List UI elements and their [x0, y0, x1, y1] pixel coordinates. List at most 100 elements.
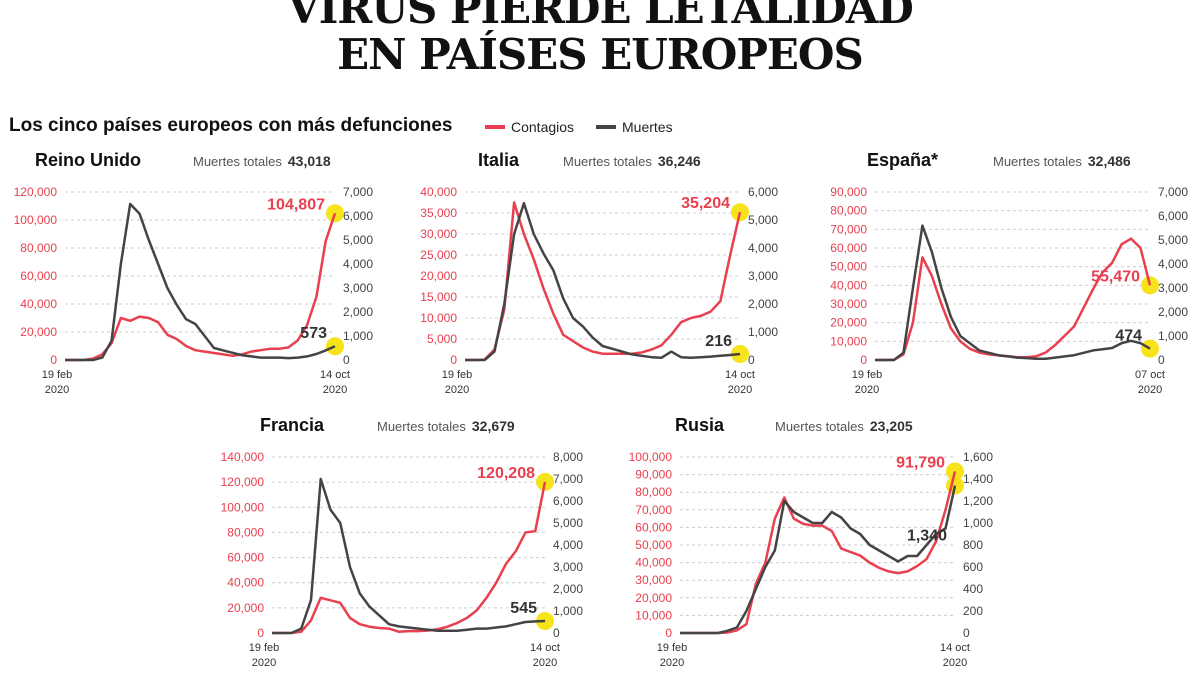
right-tick-label: 3,000	[748, 269, 778, 283]
total-deaths: Muertes totales 32,486	[993, 153, 1131, 169]
chart-rusia: Rusia Muertes totales 23,205 0 10,000 20,000 3…	[615, 415, 994, 669]
x-end-label: 14 oct	[940, 642, 970, 654]
right-tick-label: 5,000	[343, 233, 373, 247]
chart-svg: 0 10,000 20,000 30,000 40,000 50,000 60,000 70,…	[629, 450, 994, 669]
left-tick-label: 60,000	[830, 241, 867, 255]
x-end-label: 14 oct	[530, 642, 560, 654]
legend-muertes: Muertes	[596, 119, 673, 135]
right-tick-label: 1,000	[553, 604, 583, 618]
left-tick-label: 20,000	[635, 591, 672, 605]
left-tick-label: 40,000	[420, 185, 457, 199]
muertes-line	[65, 202, 336, 362]
left-tick-label: 35,000	[420, 206, 457, 220]
left-tick-label: 40,000	[227, 576, 264, 590]
right-tick-label: 1,600	[963, 450, 993, 464]
contagios-line	[65, 212, 337, 362]
right-tick-label: 3,000	[553, 560, 583, 574]
x-end-label: 07 oct	[1135, 369, 1165, 381]
x-end-label: 14 oct	[320, 369, 350, 381]
x-end-label: 2020	[533, 657, 557, 669]
left-tick-label: 140,000	[221, 450, 265, 464]
x-end-label: 2020	[323, 384, 347, 396]
left-tick-label: 15,000	[420, 290, 457, 304]
x-end-label: 2020	[943, 657, 967, 669]
left-tick-label: 0	[665, 626, 672, 640]
x-end-label: 14 oct	[725, 369, 755, 381]
right-tick-label: 600	[963, 560, 983, 574]
right-tick-label: 6,000	[343, 209, 373, 223]
left-tick-label: 30,000	[635, 573, 672, 587]
callout-muertes: 573	[300, 325, 327, 342]
callout-muertes: 216	[705, 333, 732, 350]
callout-contagios: 104,807	[267, 196, 325, 213]
headline-line-2: EN PAÍSES EUROPEOS	[337, 30, 864, 79]
right-tick-label: 6,000	[553, 494, 583, 508]
total-deaths: Muertes totales 23,205	[775, 418, 913, 434]
left-tick-label: 50,000	[830, 260, 867, 274]
left-tick-label: 70,000	[635, 503, 672, 517]
chart-title: Reino Unido	[35, 150, 141, 170]
right-tick-label: 5,000	[748, 213, 778, 227]
total-label: Muertes totales	[193, 154, 282, 169]
total-value: 43,018	[287, 153, 331, 169]
right-tick-label: 8,000	[553, 450, 583, 464]
right-tick-label: 1,000	[343, 329, 373, 343]
left-tick-label: 80,000	[20, 241, 57, 255]
chart-title: Italia	[478, 150, 520, 170]
left-tick-label: 20,000	[20, 325, 57, 339]
left-tick-label: 0	[50, 353, 57, 367]
total-value: 23,205	[869, 418, 913, 434]
muertes-line	[272, 477, 546, 635]
right-tick-label: 1,000	[963, 516, 993, 530]
total-label: Muertes totales	[993, 154, 1082, 169]
callout-contagios: 35,204	[681, 195, 730, 212]
legend-label: Contagios	[511, 119, 575, 135]
left-tick-label: 10,000	[830, 334, 867, 348]
contagios-line	[875, 237, 1152, 362]
chart-title: Francia	[260, 415, 325, 435]
chart-svg: 0 5,000 10,000 15,000 20,000 25,000 30,000 35,0…	[420, 185, 778, 396]
x-start-label: 2020	[660, 657, 684, 669]
right-tick-label: 1,000	[748, 325, 778, 339]
left-tick-label: 50,000	[635, 538, 672, 552]
right-tick-label: 800	[963, 538, 983, 552]
total-value: 32,679	[471, 418, 515, 434]
chart-espana: España* Muertes totales 32,486 0 10,000 20,00…	[810, 150, 1188, 396]
left-tick-label: 60,000	[227, 551, 264, 565]
right-tick-label: 4,000	[1158, 257, 1188, 271]
x-end-label: 2020	[1138, 384, 1162, 396]
total-label: Muertes totales	[563, 154, 652, 169]
left-tick-label: 100,000	[629, 450, 673, 464]
right-tick-label: 0	[343, 353, 350, 367]
left-tick-label: 80,000	[830, 204, 867, 218]
x-start-label: 2020	[445, 384, 469, 396]
x-start-label: 2020	[45, 384, 69, 396]
total-label: Muertes totales	[775, 419, 864, 434]
left-tick-label: 40,000	[20, 297, 57, 311]
callout-contagios: 91,790	[896, 454, 945, 471]
left-tick-label: 20,000	[227, 601, 264, 615]
right-tick-label: 4,000	[343, 257, 373, 271]
x-start-label: 19 feb	[42, 369, 73, 381]
right-tick-label: 1,200	[963, 494, 993, 508]
chart-title: España*	[867, 150, 939, 170]
legend-contagios: Contagios	[485, 119, 574, 135]
callout-muertes: 545	[510, 600, 537, 617]
left-tick-label: 40,000	[830, 278, 867, 292]
muertes-line	[875, 224, 1151, 362]
right-tick-label: 0	[1158, 353, 1165, 367]
chart-italia: Italia Muertes totales 36,246 0 5,000 10,000 1…	[400, 150, 778, 396]
contagios-line	[272, 481, 547, 635]
left-tick-label: 5,000	[427, 332, 457, 346]
legend-swatch-muertes	[596, 125, 616, 129]
muertes-line	[680, 485, 957, 635]
right-tick-label: 2,000	[343, 305, 373, 319]
right-tick-label: 5,000	[553, 516, 583, 530]
left-tick-label: 30,000	[830, 297, 867, 311]
contagios-line	[680, 471, 957, 635]
left-tick-label: 120,000	[221, 475, 265, 489]
x-start-label: 2020	[252, 657, 276, 669]
right-tick-label: 3,000	[343, 281, 373, 295]
x-start-label: 19 feb	[657, 642, 688, 654]
right-tick-label: 200	[963, 604, 983, 618]
